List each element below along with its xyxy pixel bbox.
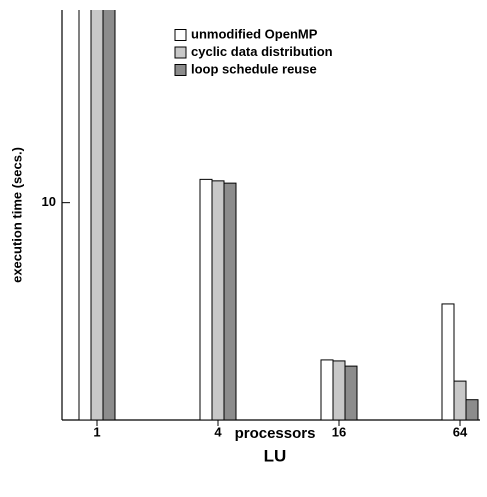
bar [453, 380, 467, 420]
x-tick-label: 1 [93, 424, 100, 439]
x-tick-label: 16 [332, 424, 346, 439]
bar [90, 10, 104, 420]
legend-label: loop schedule reuse [191, 61, 317, 76]
y-tick-label: 10 [42, 194, 56, 209]
legend-swatch [174, 46, 187, 59]
bar [211, 180, 225, 420]
bar [102, 10, 116, 420]
x-tick-label: 64 [453, 424, 468, 439]
bar [332, 360, 346, 420]
bar [344, 365, 358, 420]
bar [441, 303, 455, 420]
bar [223, 182, 237, 420]
y-axis-title: execution time (secs.) [9, 147, 24, 283]
legend-label: cyclic data distribution [191, 44, 333, 59]
bar [78, 10, 92, 420]
legend-swatch [174, 64, 187, 76]
x-axis-title: processors [235, 425, 316, 442]
bars [78, 10, 479, 420]
chart-title: LU [264, 446, 287, 465]
legend-label: unmodified OpenMP [191, 26, 318, 41]
bar [465, 399, 479, 420]
x-tick-label: 4 [214, 424, 222, 439]
bar [199, 178, 213, 420]
legend-swatch [174, 29, 187, 41]
bar [320, 359, 334, 420]
